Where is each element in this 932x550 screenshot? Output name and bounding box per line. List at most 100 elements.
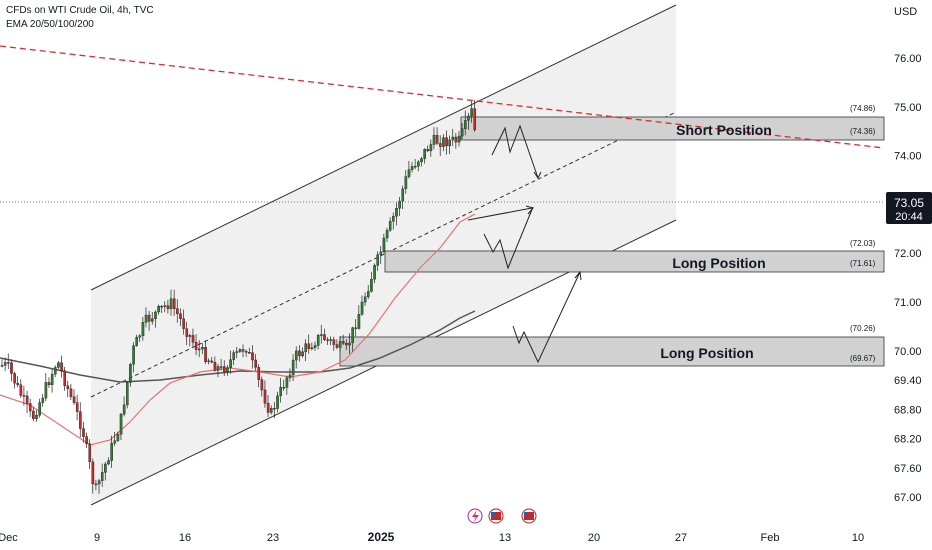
candle-body bbox=[129, 364, 132, 383]
candle-body bbox=[263, 389, 267, 404]
candle-body bbox=[232, 352, 236, 360]
candle-body bbox=[188, 335, 192, 337]
x-tick-label: 2025 bbox=[368, 530, 395, 544]
candle-body bbox=[94, 483, 98, 486]
candle-body bbox=[157, 306, 160, 313]
long-position-zone-1[interactable] bbox=[384, 250, 885, 273]
candle-body bbox=[57, 362, 60, 368]
candle-body bbox=[304, 343, 308, 353]
candle-body bbox=[451, 136, 455, 141]
candle-body bbox=[69, 388, 73, 397]
candle-body bbox=[204, 347, 207, 362]
ema-fast-line bbox=[0, 213, 476, 446]
candle-body bbox=[50, 373, 54, 386]
arrow-head-short bbox=[533, 171, 542, 179]
candlestick-series bbox=[0, 100, 477, 494]
candle-body bbox=[47, 382, 51, 386]
arrow-short-projection bbox=[491, 124, 539, 179]
channel-upper-line bbox=[90, 4, 677, 291]
x-tick-label: 16 bbox=[179, 532, 191, 544]
candle-body bbox=[179, 313, 182, 319]
x-tick-label: 13 bbox=[499, 532, 511, 544]
event-icons bbox=[467, 508, 537, 524]
x-tick-label: Dec bbox=[0, 532, 18, 544]
candle-body bbox=[235, 351, 239, 353]
arrow-head-long2 bbox=[574, 270, 582, 281]
x-tick-label: 23 bbox=[267, 532, 279, 544]
candle-body bbox=[432, 135, 436, 145]
candle-body bbox=[467, 115, 470, 121]
currency-label: USD bbox=[894, 6, 917, 18]
candle-body bbox=[429, 144, 433, 152]
candle-body bbox=[207, 360, 210, 363]
candle-body bbox=[257, 367, 261, 380]
candle-body bbox=[279, 386, 282, 397]
candle-body bbox=[151, 318, 154, 322]
candle-body bbox=[97, 480, 101, 485]
candle-body bbox=[295, 350, 298, 361]
candle-body bbox=[75, 402, 79, 412]
candle-body bbox=[473, 108, 477, 131]
zone-label-long-2: Long Position bbox=[660, 345, 753, 361]
candle-body bbox=[269, 407, 273, 413]
candle-body bbox=[301, 351, 304, 357]
short-position-zone[interactable] bbox=[460, 116, 885, 141]
long-position-zone-2[interactable] bbox=[339, 336, 885, 367]
y-axis: 76.00 75.00 74.00 72.00 71.00 70.00 69.40 68.80… bbox=[894, 53, 922, 504]
candle-body bbox=[44, 382, 48, 399]
candle-body bbox=[276, 395, 279, 409]
candle-body bbox=[38, 402, 41, 416]
candle-body bbox=[345, 343, 348, 346]
bar-countdown: 20:44 bbox=[895, 211, 923, 223]
candle-body bbox=[88, 443, 92, 463]
candle-body bbox=[72, 396, 76, 403]
x-axis: Dec 9 16 23 2025 13 20 27 Feb 10 bbox=[0, 530, 864, 544]
candle-body bbox=[326, 339, 329, 341]
candle-body bbox=[407, 169, 411, 177]
candle-body bbox=[323, 334, 326, 340]
candle-body bbox=[63, 370, 66, 386]
candle-body bbox=[320, 334, 323, 336]
candle-body bbox=[357, 314, 361, 329]
candle-body bbox=[282, 386, 286, 389]
candle-body bbox=[376, 254, 380, 266]
y-tick-label: 75.00 bbox=[894, 102, 922, 114]
candle-body bbox=[16, 382, 20, 385]
candle-body bbox=[244, 351, 248, 353]
zone-label-short: Short Position bbox=[676, 122, 772, 138]
x-tick-label: 9 bbox=[94, 532, 100, 544]
candle-body bbox=[410, 166, 414, 170]
candle-body bbox=[385, 229, 389, 239]
candle-body bbox=[460, 128, 464, 137]
candle-body bbox=[32, 410, 35, 419]
candle-body bbox=[351, 327, 354, 344]
candle-body bbox=[310, 347, 314, 349]
candle-body bbox=[223, 366, 226, 372]
candle-body bbox=[335, 344, 339, 348]
candle-body bbox=[110, 442, 113, 461]
candle-body bbox=[219, 366, 223, 368]
candle-body bbox=[338, 341, 342, 348]
candle-body bbox=[25, 395, 29, 404]
candle-body bbox=[166, 305, 170, 309]
candle-body bbox=[307, 343, 311, 349]
x-tick-label: 20 bbox=[588, 532, 600, 544]
us-flag-stripes bbox=[524, 512, 534, 520]
candle-body bbox=[125, 382, 129, 406]
candle-body bbox=[85, 436, 88, 444]
zone-price-label: (71.61) bbox=[850, 259, 876, 268]
zone-price-label: (72.03) bbox=[850, 239, 876, 248]
candle-body bbox=[254, 359, 257, 368]
candle-body bbox=[370, 278, 373, 292]
candle-body bbox=[367, 291, 370, 297]
candle-body bbox=[238, 349, 242, 352]
candle-body bbox=[341, 341, 345, 344]
candle-body bbox=[113, 440, 117, 444]
candle-body bbox=[141, 322, 145, 337]
candle-body bbox=[420, 158, 423, 163]
candle-body bbox=[348, 342, 351, 346]
candle-body bbox=[435, 135, 439, 144]
candle-body bbox=[7, 362, 10, 364]
y-tick-label: 69.40 bbox=[894, 375, 922, 387]
